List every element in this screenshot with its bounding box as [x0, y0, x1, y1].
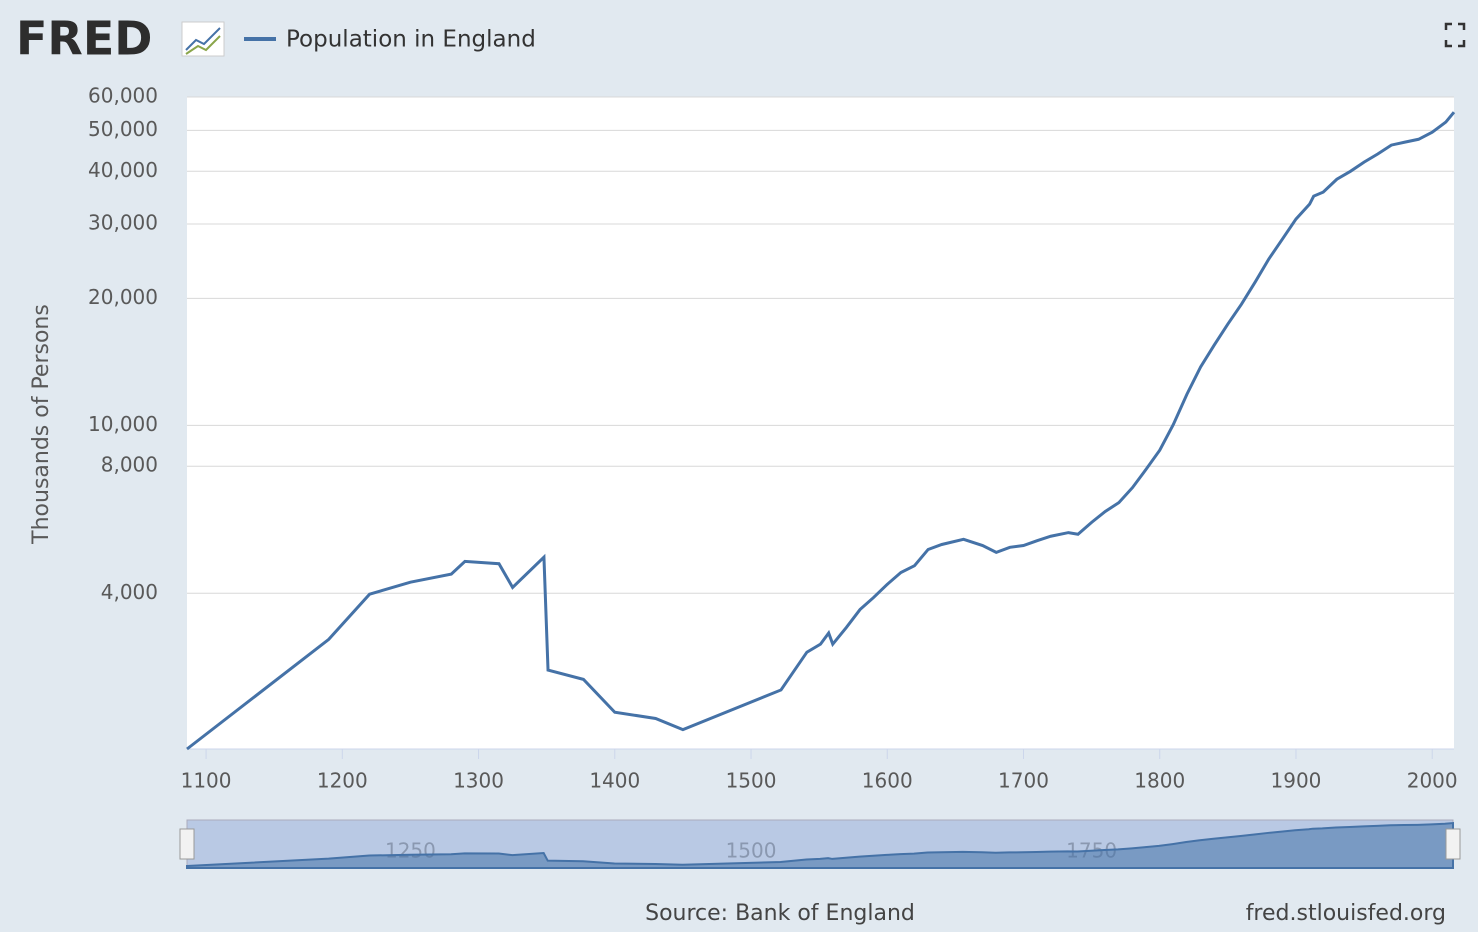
- logo: FRED: [16, 12, 152, 66]
- legend-label[interactable]: Population in England: [286, 27, 536, 53]
- y-tick-label: 10,000: [88, 412, 158, 436]
- navigator-tick-label: 1500: [726, 839, 777, 863]
- x-tick-label: 1200: [317, 769, 368, 793]
- navigator-handle[interactable]: [1445, 828, 1461, 860]
- site-link[interactable]: fred.stlouisfed.org: [1246, 901, 1446, 926]
- x-tick-label: 1400: [589, 769, 640, 793]
- y-tick-label: 8,000: [101, 453, 158, 477]
- x-tick-label: 2000: [1407, 769, 1458, 793]
- y-axis-label: Thousands of Persons: [29, 304, 54, 545]
- y-tick-label: 60,000: [88, 84, 158, 108]
- x-tick-label: 1100: [181, 769, 232, 793]
- x-tick-label: 1900: [1271, 769, 1322, 793]
- y-tick-label: 30,000: [88, 211, 158, 235]
- x-tick-label: 1600: [862, 769, 913, 793]
- navigator-handle[interactable]: [179, 828, 195, 860]
- data-line: [186, 111, 1456, 751]
- y-tick-label: 20,000: [88, 285, 158, 309]
- y-tick-label: 50,000: [88, 117, 158, 141]
- logo-icon: [181, 21, 225, 57]
- x-tick-label: 1800: [1134, 769, 1185, 793]
- y-tick-label: 40,000: [88, 158, 158, 182]
- x-tick-label: 1500: [726, 769, 777, 793]
- fullscreen-button[interactable]: [1444, 22, 1466, 48]
- plot-area: [187, 97, 1454, 749]
- x-tick-label: 1300: [453, 769, 504, 793]
- navigator-area: [186, 821, 1454, 869]
- x-tick-label: 1700: [998, 769, 1049, 793]
- y-tick-label: 4,000: [101, 580, 158, 604]
- source: Source: Bank of England: [645, 901, 915, 926]
